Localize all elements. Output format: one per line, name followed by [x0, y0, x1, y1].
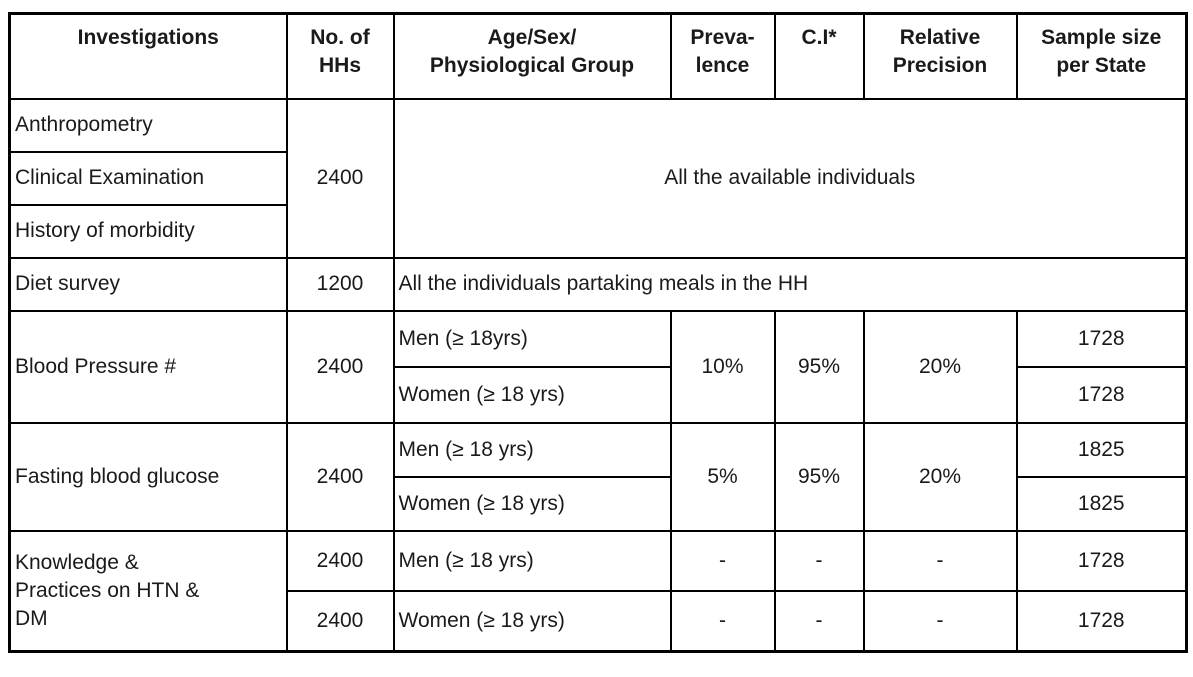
cell-bp-men-group: Men (≥ 18yrs) [392, 309, 672, 368]
cell-clinical-examination: Clinical Examination [8, 150, 288, 206]
cell-kp-women-prevalence: - [669, 589, 776, 653]
cell-kp-men-sample-size: 1728 [1015, 529, 1188, 592]
col-header-ci: C.I* [773, 12, 865, 100]
table-row: Women (≥ 18 yrs) 1728 [10, 365, 1188, 424]
cell-bp-relative-precision: 20% [862, 309, 1018, 424]
table-row: Anthropometry 2400 All the available ind… [8, 97, 1188, 259]
table-header-row: Investigations No. of HHs Age/Sex/ Physi… [8, 12, 1188, 100]
cell-fbg-relative-precision: 20% [862, 421, 1018, 532]
survey-sampling-table: Investigations No. of HHs Age/Sex/ Physi… [8, 12, 1188, 653]
cell-bp-ci: 95% [773, 309, 865, 424]
cell-fbg-prevalence: 5% [669, 421, 776, 532]
cell-anthro-group-note: All the available individuals [392, 97, 1188, 259]
cell-bp-prevalence: 10% [669, 309, 776, 424]
cell-fasting-blood-glucose: Fasting blood glucose [8, 421, 288, 532]
table-row: Blood Pressure # 2400 Men (≥ 18yrs) 10% … [8, 309, 1188, 424]
col-header-no-of-hhs: No. of HHs [285, 12, 395, 100]
col-header-sample-size: Sample size per State [1015, 12, 1188, 100]
cell-bp-women-sample-size: 1728 [1015, 365, 1188, 424]
cell-kp-men-relative-precision: - [862, 529, 1018, 592]
cell-fbg-women-group: Women (≥ 18 yrs) [392, 475, 672, 532]
cell-knowledge-practices: Knowledge & Practices on HTN & DM [8, 529, 288, 653]
cell-bp-men-sample-size: 1728 [1015, 309, 1188, 368]
table-row: Fasting blood glucose 2400 Men (≥ 18 yrs… [8, 421, 1188, 532]
col-header-age-sex-group: Age/Sex/ Physiological Group [392, 12, 672, 100]
cell-fbg-ci: 95% [773, 421, 865, 532]
cell-kp-women-sample-size: 1728 [1015, 589, 1188, 653]
cell-kp-men-prevalence: - [669, 529, 776, 592]
cell-fbg-men-sample-size: 1825 [1015, 421, 1188, 478]
cell-blood-pressure-hhs: 2400 [285, 309, 395, 424]
cell-blood-pressure: Blood Pressure # [8, 309, 288, 424]
cell-kp-men-group: Men (≥ 18 yrs) [392, 529, 672, 592]
cell-diet-survey: Diet survey [8, 256, 288, 312]
cell-kp-women-relative-precision: - [862, 589, 1018, 653]
cell-bp-women-group: Women (≥ 18 yrs) [392, 365, 672, 424]
cell-diet-survey-note: All the individuals partaking meals in t… [392, 256, 1188, 312]
cell-anthropometry: Anthropometry [8, 97, 288, 153]
table-row: 2400 Women (≥ 18 yrs) - - - 1728 [10, 589, 1188, 653]
col-header-prevalence: Preva- lence [669, 12, 776, 100]
cell-fbg-men-group: Men (≥ 18 yrs) [392, 421, 672, 478]
table-row: Diet survey 1200 All the individuals par… [8, 256, 1188, 312]
table-row: History of morbidity [8, 203, 1187, 259]
col-header-relative-precision: Relative Precision [862, 12, 1018, 100]
cell-anthro-group-hhs: 2400 [285, 97, 395, 259]
cell-fbg-hhs: 2400 [285, 421, 395, 532]
table-row: Knowledge & Practices on HTN & DM 2400 M… [8, 529, 1188, 653]
cell-diet-survey-hhs: 1200 [285, 256, 395, 312]
table-row: Women (≥ 18 yrs) 1825 [10, 475, 1188, 532]
table-row: Clinical Examination [8, 150, 1187, 206]
cell-history-of-morbidity: History of morbidity [8, 203, 288, 259]
col-header-investigations: Investigations [8, 12, 288, 100]
cell-kp-women-hhs: 2400 [285, 589, 395, 653]
cell-fbg-women-sample-size: 1825 [1015, 475, 1188, 532]
cell-kp-women-ci: - [773, 589, 865, 653]
cell-kp-men-hhs: 2400 [285, 529, 395, 592]
cell-kp-women-group: Women (≥ 18 yrs) [392, 589, 672, 653]
cell-kp-men-ci: - [773, 529, 865, 592]
